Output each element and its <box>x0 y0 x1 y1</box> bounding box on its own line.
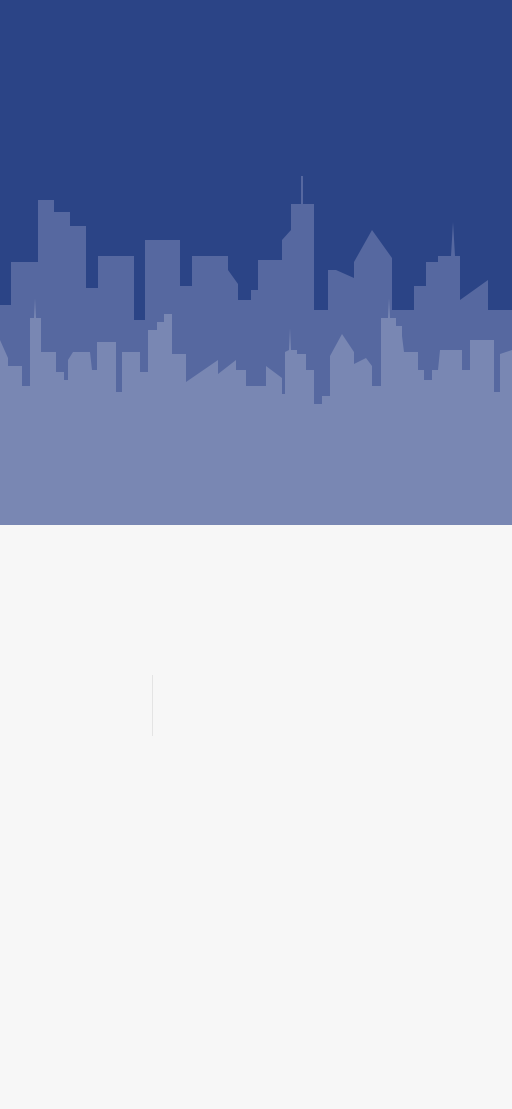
hero-banner <box>0 0 512 525</box>
text-cursor <box>152 675 153 736</box>
city-skyline-illustration <box>0 0 512 525</box>
content-area[interactable] <box>0 525 512 1109</box>
skyline-front-layer <box>0 298 512 525</box>
